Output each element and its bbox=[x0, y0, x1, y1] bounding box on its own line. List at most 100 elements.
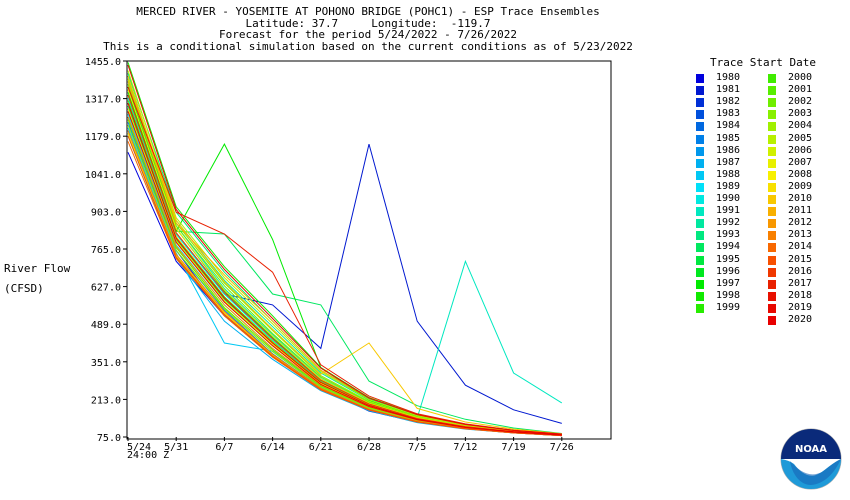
x-tick-label: 6/21 bbox=[309, 442, 333, 453]
chart-period: Forecast for the period 5/24/2022 - 7/26… bbox=[218, 28, 517, 41]
legend-swatch-2001 bbox=[768, 86, 776, 96]
chart-note: This is a conditional simulation based o… bbox=[103, 39, 633, 53]
legend-swatch-1982 bbox=[696, 98, 704, 108]
legend-swatch-1984 bbox=[696, 122, 704, 132]
legend-label-2019: 2019 bbox=[788, 301, 813, 313]
legend-swatch-1980 bbox=[696, 74, 704, 83]
legend-label-1985: 1985 bbox=[716, 132, 741, 144]
legend-swatch-1995 bbox=[696, 255, 704, 265]
legend-swatch-1986 bbox=[696, 146, 704, 156]
legend-label-2002: 2002 bbox=[788, 96, 813, 108]
legend-label-2013: 2013 bbox=[788, 229, 813, 241]
legend-label-2020: 2020 bbox=[788, 314, 813, 325]
legend-swatch-1999 bbox=[696, 303, 704, 313]
legend-swatch-2005 bbox=[768, 134, 776, 144]
legend-label-1981: 1981 bbox=[716, 84, 741, 96]
y-tick-label: 351.0 bbox=[91, 358, 121, 369]
legend-label-1998: 1998 bbox=[716, 289, 741, 301]
series-lines bbox=[127, 62, 563, 437]
legend-label-2003: 2003 bbox=[788, 108, 813, 120]
legend-label-2001: 2001 bbox=[788, 84, 813, 96]
legend-label-1991: 1991 bbox=[716, 205, 741, 217]
legend-swatch-1992 bbox=[696, 219, 704, 229]
x-tick-label: 6/14 bbox=[261, 442, 285, 453]
x-tick-label: 5/31 bbox=[164, 442, 188, 453]
x-tick-label: 7/12 bbox=[453, 442, 477, 453]
legend-label-2010: 2010 bbox=[788, 193, 813, 204]
legend-swatch-1987 bbox=[696, 158, 704, 168]
legend-label-1995: 1995 bbox=[716, 253, 741, 265]
legend-label-2014: 2014 bbox=[788, 241, 813, 253]
legend-swatch-2009 bbox=[768, 182, 776, 192]
legend-swatch-1998 bbox=[696, 291, 704, 301]
legend-swatch-2018 bbox=[768, 291, 776, 301]
legend-swatch-2020 bbox=[768, 316, 776, 325]
x-tick-label: 7/5 bbox=[408, 442, 426, 453]
legend-swatch-1989 bbox=[696, 182, 704, 192]
legend-label-1987: 1987 bbox=[716, 156, 741, 168]
noaa-logo: NOAA bbox=[780, 428, 842, 490]
legend-label-2015: 2015 bbox=[788, 253, 813, 265]
legend-swatch-1997 bbox=[696, 279, 704, 289]
legend-label-2009: 2009 bbox=[788, 180, 813, 192]
legend-swatch-2012 bbox=[768, 219, 776, 229]
legend-label-1997: 1997 bbox=[716, 277, 741, 289]
chart-title: MERCED RIVER - YOSEMITE AT POHONO BRIDGE… bbox=[136, 5, 600, 18]
legend-swatch-1991 bbox=[696, 207, 704, 217]
legend-label-2018: 2018 bbox=[788, 289, 813, 301]
legend-swatch-2007 bbox=[768, 158, 776, 168]
legend-swatch-1985 bbox=[696, 134, 704, 144]
legend-swatch-2013 bbox=[768, 231, 776, 241]
legend-label-1986: 1986 bbox=[716, 144, 741, 156]
series-line-2015 bbox=[127, 135, 562, 437]
legend-label-2006: 2006 bbox=[788, 144, 813, 156]
x-axis: 5/24 5/31 6/7 6/14 6/21 6/28 7/5 7/12 7/19 7/26 bbox=[127, 437, 574, 453]
legend-label-1989: 1989 bbox=[716, 180, 741, 192]
legend-label-1993: 1993 bbox=[716, 229, 741, 241]
legend-swatch-2003 bbox=[768, 110, 776, 120]
legend-label-2007: 2007 bbox=[788, 156, 813, 168]
legend-label-2008: 2008 bbox=[788, 168, 813, 180]
legend-label-2004: 2004 bbox=[788, 120, 813, 132]
legend-swatch-2002 bbox=[768, 98, 776, 108]
y-tick-label: 213.0 bbox=[91, 395, 121, 406]
y-tick-label: 1179.0 bbox=[85, 132, 121, 143]
x-tick-label: 7/26 bbox=[550, 442, 574, 453]
plot-area bbox=[126, 60, 612, 440]
legend-swatch-2004 bbox=[768, 122, 776, 132]
series-line-2020 bbox=[127, 103, 562, 436]
legend-label-1992: 1992 bbox=[716, 217, 741, 229]
y-tick-label: 1317.0 bbox=[85, 95, 121, 106]
legend-swatch-2019 bbox=[768, 303, 776, 313]
legend-label-2000: 2000 bbox=[788, 72, 813, 83]
legend-swatch-1981 bbox=[696, 86, 704, 96]
series-line-2010 bbox=[127, 75, 562, 435]
y-tick-label: 903.0 bbox=[91, 207, 121, 218]
legend-swatch-2016 bbox=[768, 267, 776, 277]
legend-label-1999: 1999 bbox=[716, 301, 741, 313]
y-axis-label: River Flow (CFSD) bbox=[4, 259, 70, 299]
legend-swatch-1996 bbox=[696, 267, 704, 277]
legend-label-2005: 2005 bbox=[788, 132, 813, 144]
legend-swatch-1994 bbox=[696, 243, 704, 253]
x-tick-label: 6/28 bbox=[357, 442, 381, 453]
y-tick-label: 489.0 bbox=[91, 320, 121, 331]
legend-swatch-2014 bbox=[768, 243, 776, 253]
y-tick-label: 1455.0 bbox=[85, 57, 121, 68]
legend-swatch-2006 bbox=[768, 146, 776, 156]
legend-label-2016: 2016 bbox=[788, 265, 813, 277]
legend-swatch-2000 bbox=[768, 74, 776, 83]
legend-swatch-2015 bbox=[768, 255, 776, 265]
legend-title: Trace Start Date bbox=[710, 56, 816, 69]
series-line-1994 bbox=[127, 94, 562, 434]
noaa-logo-text: NOAA bbox=[795, 444, 827, 455]
legend-label-2012: 2012 bbox=[788, 217, 813, 229]
y-tick-label: 1041.0 bbox=[85, 170, 121, 181]
x-tick-label: 7/19 bbox=[502, 442, 526, 453]
x-tick-label: 5/24 bbox=[127, 442, 151, 453]
legend-swatch-1993 bbox=[696, 231, 704, 241]
legend-label-1988: 1988 bbox=[716, 168, 741, 180]
chart-titles: MERCED RIVER - YOSEMITE AT POHONO BRIDGE… bbox=[0, 6, 736, 52]
y-axis-label-line1: River Flow bbox=[4, 262, 71, 275]
